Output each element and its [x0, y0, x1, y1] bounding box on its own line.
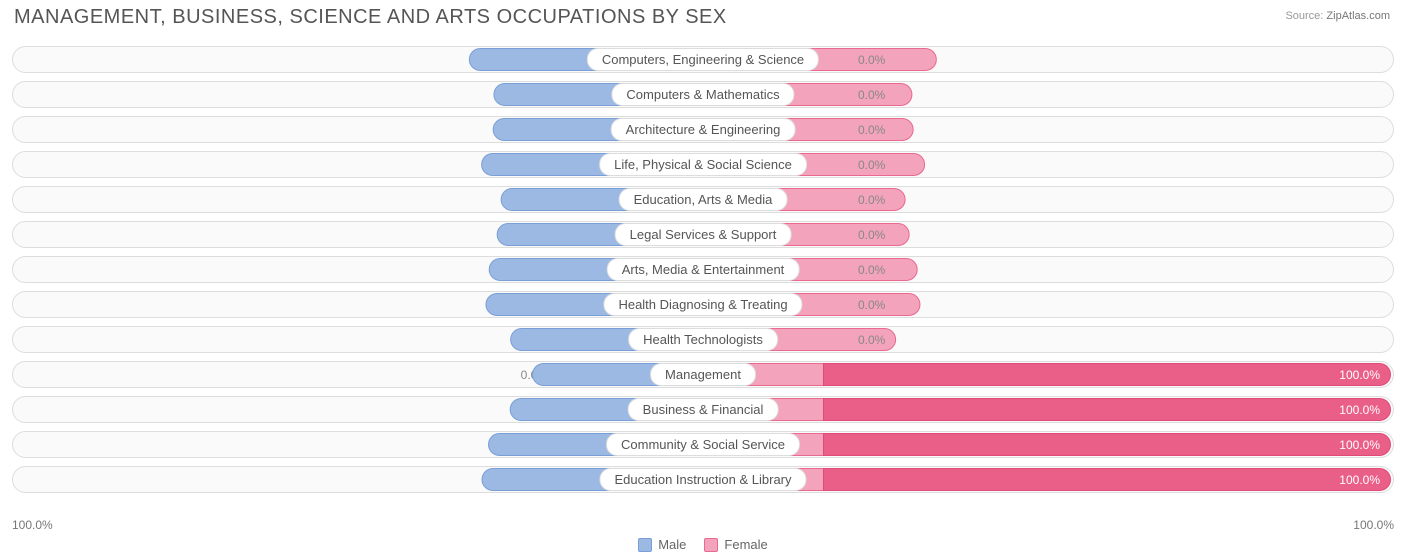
male-percent-label: 0.0% [521, 219, 548, 250]
chart-row: 0.0%Education Instruction & Library100.0… [12, 464, 1394, 495]
female-bar-full: 100.0% [823, 363, 1391, 386]
chart-row: 0.0%Education, Arts & Media0.0% [12, 184, 1394, 215]
legend-male-label: Male [658, 537, 686, 552]
male-percent-label: 0.0% [521, 324, 548, 355]
row-track [12, 326, 1394, 353]
female-bar-full: 100.0% [823, 433, 1391, 456]
axis-left-label: 100.0% [12, 518, 53, 532]
legend: Male Female [0, 537, 1406, 552]
row-track [12, 116, 1394, 143]
female-percent-inbar: 100.0% [1339, 403, 1380, 417]
male-percent-label: 0.0% [521, 289, 548, 320]
male-swatch-icon [638, 538, 652, 552]
male-percent-label: 0.0% [521, 44, 548, 75]
female-percent-inbar: 100.0% [1339, 368, 1380, 382]
female-bar-full: 100.0% [823, 398, 1391, 421]
female-percent-label: 0.0% [858, 114, 885, 145]
chart-row: 0.0%Arts, Media & Entertainment0.0% [12, 254, 1394, 285]
male-percent-label: 0.0% [521, 429, 548, 460]
male-percent-label: 0.0% [521, 464, 548, 495]
row-track [12, 46, 1394, 73]
chart-row: 0.0%Legal Services & Support0.0% [12, 219, 1394, 250]
chart-title: MANAGEMENT, BUSINESS, SCIENCE AND ARTS O… [14, 6, 727, 29]
chart-row: 0.0%Computers, Engineering & Science0.0% [12, 44, 1394, 75]
male-percent-label: 0.0% [521, 79, 548, 110]
female-percent-label: 0.0% [858, 219, 885, 250]
legend-item-female: Female [704, 537, 767, 552]
row-track [12, 291, 1394, 318]
male-percent-label: 0.0% [521, 359, 548, 390]
female-percent-label: 0.0% [858, 184, 885, 215]
chart-area: 0.0%Computers, Engineering & Science0.0%… [12, 44, 1394, 512]
legend-female-label: Female [724, 537, 767, 552]
chart-row: 0.0%Health Diagnosing & Treating0.0% [12, 289, 1394, 320]
female-percent-label: 0.0% [858, 254, 885, 285]
chart-row: 0.0%Community & Social Service100.0% [12, 429, 1394, 460]
female-bar-full: 100.0% [823, 468, 1391, 491]
female-percent-label: 0.0% [858, 79, 885, 110]
chart-row: 0.0%Health Technologists0.0% [12, 324, 1394, 355]
row-track [12, 186, 1394, 213]
male-percent-label: 0.0% [521, 184, 548, 215]
row-track [12, 81, 1394, 108]
row-track [12, 151, 1394, 178]
male-percent-label: 0.0% [521, 254, 548, 285]
female-percent-inbar: 100.0% [1339, 438, 1380, 452]
legend-item-male: Male [638, 537, 686, 552]
male-percent-label: 0.0% [521, 114, 548, 145]
chart-row: 0.0%Management100.0% [12, 359, 1394, 390]
axis-right-label: 100.0% [1353, 518, 1394, 532]
chart-row: 0.0%Architecture & Engineering0.0% [12, 114, 1394, 145]
female-percent-label: 0.0% [858, 289, 885, 320]
chart-row: 0.0%Business & Financial100.0% [12, 394, 1394, 425]
source-attribution: Source: ZipAtlas.com [1285, 10, 1390, 22]
female-percent-label: 0.0% [858, 324, 885, 355]
source-label: Source: [1285, 10, 1323, 22]
female-percent-label: 0.0% [858, 149, 885, 180]
row-track [12, 256, 1394, 283]
male-percent-label: 0.0% [521, 394, 548, 425]
chart-row: 0.0%Life, Physical & Social Science0.0% [12, 149, 1394, 180]
female-percent-inbar: 100.0% [1339, 473, 1380, 487]
row-track [12, 221, 1394, 248]
female-percent-label: 0.0% [858, 44, 885, 75]
male-percent-label: 0.0% [521, 149, 548, 180]
female-swatch-icon [704, 538, 718, 552]
source-value: ZipAtlas.com [1326, 10, 1390, 22]
x-axis: 100.0% 100.0% [12, 518, 1394, 532]
chart-row: 0.0%Computers & Mathematics0.0% [12, 79, 1394, 110]
